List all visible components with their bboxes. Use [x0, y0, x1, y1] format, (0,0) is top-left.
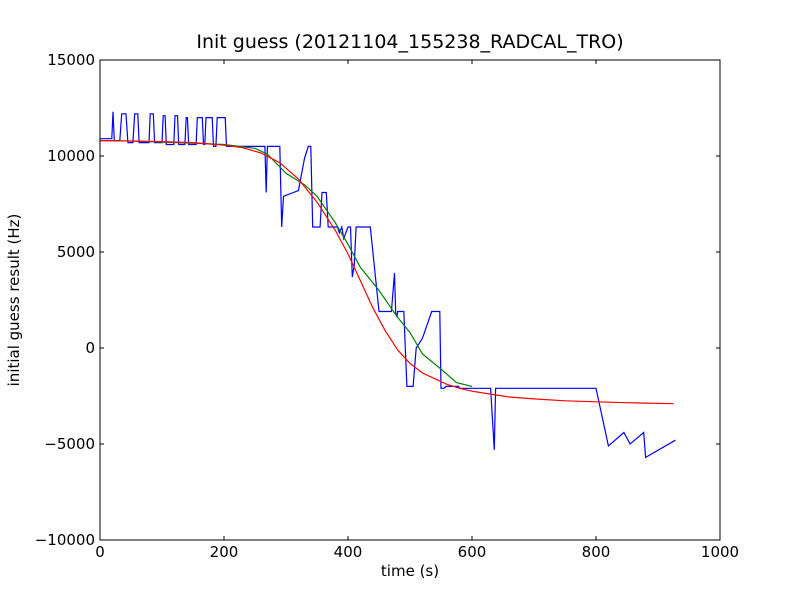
- x-tick-label: 400: [334, 543, 363, 561]
- plot-frame: [99, 59, 721, 541]
- x-axis-label: time (s): [381, 562, 439, 580]
- y-tick-label: 15000: [47, 51, 95, 69]
- x-tick-label: 600: [458, 543, 487, 561]
- y-axis-label: initial guess result (Hz): [5, 214, 23, 387]
- y-tick-label: −10000: [35, 531, 95, 549]
- chart-title: Init guess (20121104_155238_RADCAL_TRO): [196, 31, 623, 53]
- y-tick-label: 5000: [57, 243, 95, 261]
- y-axis: −10000 −5000 0 5000 10000 15000: [35, 51, 720, 549]
- x-tick-label: 0: [95, 543, 105, 561]
- x-axis: 0 200 400 600 800 1000: [95, 60, 739, 561]
- x-tick-label: 800: [582, 543, 611, 561]
- series-line-1: [100, 111, 676, 459]
- x-tick-label: 1000: [701, 543, 739, 561]
- y-tick-label: 10000: [47, 147, 95, 165]
- series-line-3: [99, 140, 674, 405]
- series-layer: [99, 111, 676, 459]
- x-tick-label: 200: [210, 543, 239, 561]
- y-tick-label: −5000: [44, 435, 95, 453]
- y-tick-label: 0: [85, 339, 95, 357]
